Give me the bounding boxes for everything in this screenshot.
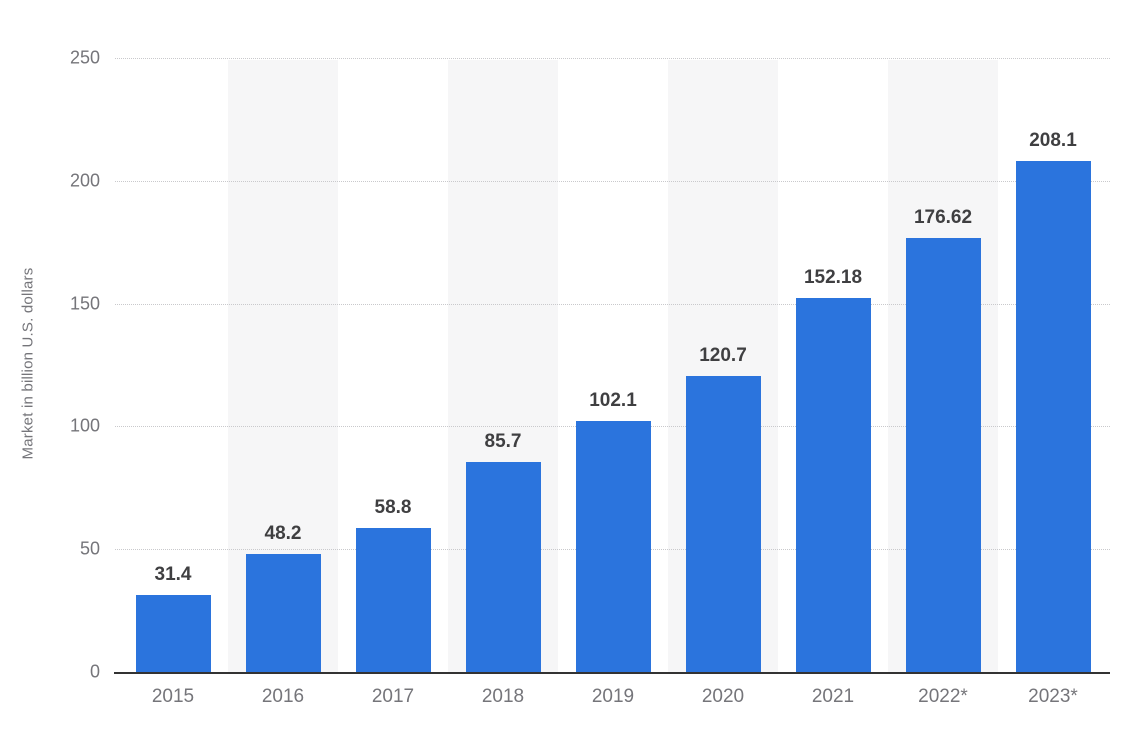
y-tick-label-250: 250 — [69, 47, 100, 68]
y-tick-label-50: 50 — [79, 538, 100, 559]
value-label-2021: 152.18 — [803, 267, 863, 288]
bar-2015[interactable] — [135, 595, 211, 672]
bar-2022[interactable] — [905, 238, 981, 672]
y-axis-title: Market in billion U.S. dollars — [19, 267, 37, 460]
value-label-2022: 176.62 — [913, 207, 973, 228]
value-label-2023: 208.1 — [1029, 130, 1077, 151]
bar-2021[interactable] — [795, 298, 871, 672]
value-label-2015: 31.4 — [154, 564, 192, 585]
x-tick-label-2023: 2023* — [1028, 686, 1078, 707]
value-label-2018: 85.7 — [484, 431, 522, 452]
bar-2019[interactable] — [575, 421, 651, 672]
bar-2020[interactable] — [685, 376, 761, 672]
gridline-200 — [115, 180, 1110, 182]
bar-2023[interactable] — [1015, 161, 1091, 672]
value-label-2019: 102.1 — [589, 390, 637, 411]
x-tick-label-2020: 2020 — [701, 686, 745, 707]
bar-2017[interactable] — [355, 528, 431, 672]
value-label-2017: 58.8 — [374, 497, 412, 518]
x-tick-label-2017: 2017 — [371, 686, 415, 707]
value-label-2016: 48.2 — [264, 523, 302, 544]
x-tick-label-2018: 2018 — [481, 686, 525, 707]
gridline-250 — [115, 58, 1110, 59]
x-tick-label-2015: 2015 — [151, 686, 195, 707]
bar-2016[interactable] — [245, 554, 321, 672]
y-tick-label-100: 100 — [69, 415, 100, 436]
x-tick-label-2021: 2021 — [811, 686, 855, 707]
y-tick-label-0: 0 — [89, 661, 100, 682]
x-axis-line — [114, 672, 1110, 674]
gridline-150 — [115, 303, 1110, 305]
y-tick-label-150: 150 — [69, 293, 100, 314]
bar-2018[interactable] — [465, 462, 541, 672]
x-tick-label-2016: 2016 — [261, 686, 305, 707]
value-label-2020: 120.7 — [699, 345, 747, 366]
x-tick-label-2022: 2022* — [918, 686, 968, 707]
x-tick-label-2019: 2019 — [591, 686, 635, 707]
y-tick-label-200: 200 — [69, 170, 100, 191]
